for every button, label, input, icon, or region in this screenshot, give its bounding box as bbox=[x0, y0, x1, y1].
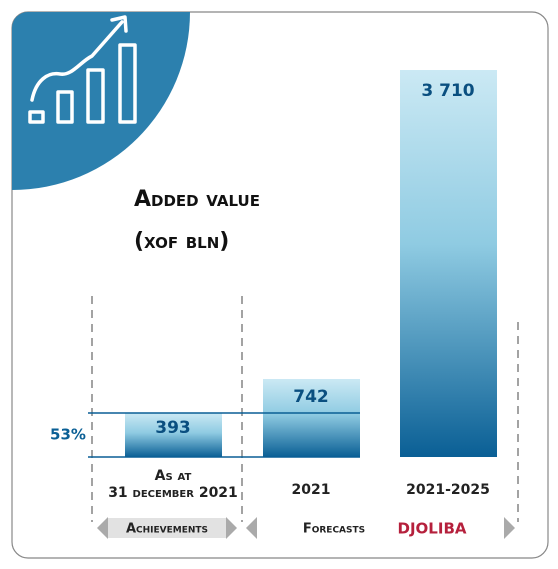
bar bbox=[400, 70, 497, 457]
category-label: 2021-2025 bbox=[406, 482, 490, 498]
brand: DJOLIBA bbox=[398, 520, 467, 538]
arrow bbox=[226, 517, 237, 539]
category-label: 2021 bbox=[292, 482, 331, 498]
value-label: 393 bbox=[155, 418, 191, 438]
value-label: 742 bbox=[293, 387, 329, 407]
title-line-1: Added value bbox=[134, 187, 260, 212]
category-label: As at bbox=[155, 468, 192, 484]
title-line-2: (xof bln) bbox=[134, 229, 229, 254]
share-label: 53% bbox=[50, 426, 86, 444]
arrow bbox=[504, 517, 515, 539]
achievements-label: Achievements bbox=[126, 522, 208, 537]
dividers bbox=[91, 296, 519, 522]
arrow bbox=[97, 517, 108, 539]
bar bbox=[263, 379, 360, 457]
arrow bbox=[246, 517, 257, 539]
forecasts-label: Forecasts bbox=[303, 522, 365, 537]
corner-disc bbox=[12, 12, 190, 190]
icon bbox=[28, 15, 137, 124]
bar bbox=[125, 413, 222, 457]
value-label: 3 710 bbox=[421, 81, 474, 101]
category-label: 31 december 2021 bbox=[108, 485, 238, 501]
achievements-band bbox=[108, 518, 226, 538]
